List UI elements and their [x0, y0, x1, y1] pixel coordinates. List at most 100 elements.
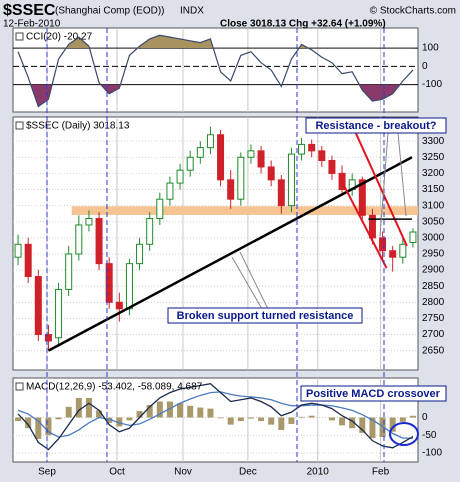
panel-title: CCI(20) -20.27	[26, 32, 93, 43]
candle-body	[24, 243, 32, 278]
macd-histogram	[85, 397, 92, 418]
candle-body	[115, 301, 123, 310]
macd-histogram	[349, 417, 356, 429]
y-tick-label: 2850	[422, 281, 445, 292]
y-tick-label: -50	[422, 430, 437, 441]
title-swatch	[15, 32, 24, 41]
trend-line	[351, 124, 408, 247]
symbol: $SSEC	[3, 2, 56, 19]
candle-body	[277, 179, 285, 207]
y-tick-label: 2650	[422, 345, 445, 356]
y-tick-label: 3000	[422, 233, 445, 244]
cci-shade	[66, 35, 309, 49]
candle-body	[186, 156, 194, 171]
quote: Close 3018.13 Chg +32.64 (+1.09%)	[220, 19, 386, 30]
candle-body	[399, 243, 407, 258]
macd-histogram	[166, 401, 173, 418]
x-tick-label: Feb	[372, 467, 390, 478]
y-tick-label: 0	[422, 61, 428, 72]
macd-histogram	[65, 406, 72, 418]
note-box	[167, 307, 363, 324]
candle-body	[196, 147, 204, 158]
arrows	[231, 132, 407, 310]
index-name: (Shanghai Comp (EOD))	[55, 6, 164, 17]
candle-body	[136, 243, 144, 265]
macd-histogram	[136, 411, 143, 418]
macd-histogram	[126, 417, 133, 421]
macd-histogram	[237, 417, 244, 422]
trend-line	[47, 156, 413, 352]
note-box	[305, 117, 447, 134]
macd-histogram	[268, 417, 275, 425]
candle-body	[257, 150, 265, 168]
macd-histogram	[409, 415, 416, 418]
candle-body	[176, 169, 184, 184]
macd-line	[17, 383, 414, 451]
candle-body	[146, 218, 154, 245]
candle-body	[206, 134, 214, 149]
note: Broken support turned resistance	[177, 310, 354, 322]
y-tick-label: 3250	[422, 152, 445, 163]
macd-histogram	[308, 415, 315, 418]
y-tick-label: 2900	[422, 265, 445, 276]
y-tick-label: 0	[422, 412, 428, 423]
macd-histogram	[359, 417, 366, 433]
candle-body	[287, 153, 295, 207]
candle-body	[247, 150, 255, 158]
macd-histogram	[55, 417, 62, 420]
candle-body	[34, 276, 42, 336]
y-tick-label: 3100	[422, 200, 445, 211]
x-tick-label: Nov	[174, 467, 192, 478]
macd-histogram	[247, 417, 254, 419]
macd-histogram	[369, 417, 376, 439]
copyright: © StockCharts.com	[370, 6, 456, 17]
y-tick-label: 3150	[422, 184, 445, 195]
macd-histogram	[197, 407, 204, 418]
x-tick-label: 2010	[307, 467, 330, 478]
candle-body	[65, 253, 73, 290]
macd-histogram	[379, 417, 386, 438]
panel-title: MACD(12,26,9) -53.402, -58.089, 4.687	[26, 382, 203, 393]
title-swatch	[15, 382, 24, 391]
macd-histogram	[106, 417, 113, 423]
note: Resistance - breakout?	[315, 120, 436, 132]
y-tick-label: 100	[422, 43, 439, 54]
macd-histogram	[116, 417, 123, 427]
candle-body	[379, 237, 387, 252]
signal-line	[17, 391, 413, 439]
date: 12-Feb-2010	[3, 19, 61, 30]
macd-histogram	[288, 417, 295, 424]
arrow	[231, 256, 263, 310]
macd-histogram	[399, 417, 406, 422]
macd-histogram	[187, 405, 194, 418]
candle-body	[14, 243, 22, 258]
y-tick-label: 3050	[422, 216, 445, 227]
candle-body	[328, 160, 336, 174]
candle-body	[318, 150, 326, 162]
macd-histogram	[35, 417, 42, 439]
candle-body	[85, 218, 93, 226]
y-tick-label: 2950	[422, 249, 445, 260]
macd-histogram	[75, 397, 82, 418]
x-tick-label: Sep	[38, 467, 56, 478]
macd-histogram	[25, 417, 32, 429]
candle-body	[95, 218, 103, 265]
title-swatch	[15, 121, 24, 130]
y-tick-label: 2800	[422, 297, 445, 308]
panel	[12, 116, 419, 371]
macd-histogram	[15, 417, 22, 422]
x-tick-label: Oct	[109, 467, 125, 478]
macd-histogram	[45, 417, 52, 436]
macd-histogram	[96, 410, 103, 418]
macd-histogram	[217, 417, 224, 419]
macd-histogram	[156, 401, 163, 418]
candle-body	[125, 263, 133, 310]
candle-body	[55, 288, 63, 339]
candle-body	[156, 198, 164, 220]
candle-body	[227, 179, 235, 200]
macd-histogram	[177, 403, 184, 418]
macd-histogram	[389, 417, 396, 432]
note-box	[300, 385, 447, 402]
macd-histogram	[146, 405, 153, 418]
